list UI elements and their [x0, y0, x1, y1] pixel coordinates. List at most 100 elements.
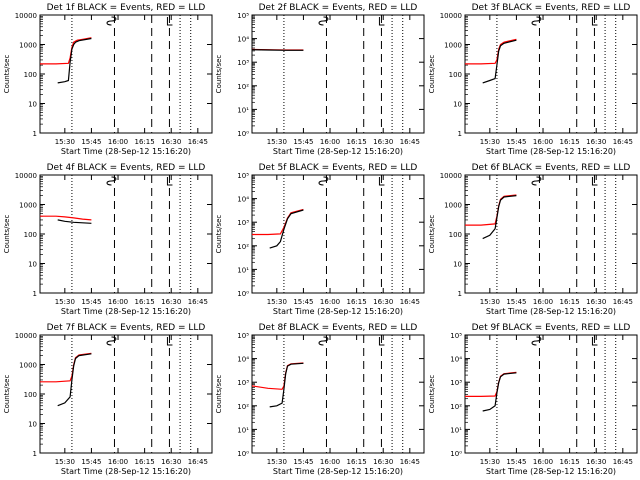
- x-tick-label: 16:00: [320, 298, 340, 306]
- x-tick-label: 16:00: [108, 458, 128, 466]
- saa-marker: [106, 176, 117, 186]
- detector-panel: Det 8f BLACK = Events, RED = LLD 10⁰ 10¹ 10…: [215, 323, 425, 476]
- x-tick-label: 16:15: [135, 298, 155, 306]
- saa-marker: [318, 336, 329, 346]
- y-tick-label: 10²: [237, 243, 249, 251]
- events-series-line: [482, 372, 517, 412]
- plot-frame: [39, 174, 213, 294]
- x-tick-label: 16:30: [373, 138, 393, 146]
- x-tick-label: 16:00: [320, 458, 340, 466]
- saa-marker: [106, 336, 117, 346]
- y-tick-label: 10³: [450, 379, 462, 387]
- y-axis-label: Counts/sec: [428, 375, 436, 414]
- y-tick-label: 10⁴: [237, 356, 249, 364]
- bracket-marker: [378, 337, 385, 346]
- events-series-line: [482, 195, 517, 240]
- panel-title: Det 9f BLACK = Events, RED = LLD: [472, 323, 631, 333]
- y-axis-label: Counts/sec: [215, 375, 223, 414]
- y-tick-label: 10²: [237, 403, 249, 411]
- lld-series-line: [40, 352, 92, 383]
- y-tick-label: 10³: [237, 219, 249, 227]
- lld-series-line: [465, 38, 517, 65]
- y-tick-label: 10000: [440, 172, 462, 180]
- panel-title: Det 6f BLACK = Events, RED = LLD: [472, 163, 631, 173]
- x-tick-label: 16:00: [108, 298, 128, 306]
- y-tick-label: 10000: [15, 332, 37, 340]
- detector-panel: Det 5f BLACK = Events, RED = LLD 10⁰ 10¹ 10…: [215, 163, 425, 316]
- lld-series-line: [40, 215, 92, 221]
- saa-marker: [318, 16, 329, 26]
- x-tick-label: 16:45: [400, 298, 420, 306]
- x-axis-label: Start Time (28-Sep-12 15:16:20): [61, 147, 191, 156]
- y-tick-label: 100: [449, 71, 462, 79]
- panel-title: Det 7f BLACK = Events, RED = LLD: [47, 323, 206, 333]
- x-tick-label: 15:45: [506, 458, 526, 466]
- lld-series-line: [251, 362, 304, 390]
- x-tick-label: 16:15: [560, 298, 580, 306]
- x-tick-label: 16:30: [161, 458, 181, 466]
- bracket-marker: [591, 177, 598, 186]
- y-tick-label: 1: [33, 450, 37, 458]
- panel-title: Det 8f BLACK = Events, RED = LLD: [259, 323, 418, 333]
- panel-title: Det 5f BLACK = Events, RED = LLD: [259, 163, 418, 173]
- y-tick-label: 10⁴: [450, 356, 462, 364]
- detector-panel: Det 2f BLACK = Events, RED = LLD 10⁰ 10¹ 10…: [215, 3, 425, 156]
- y-tick-label: 10: [453, 261, 462, 269]
- plot-frame: [251, 334, 425, 454]
- x-tick-label: 16:00: [533, 458, 553, 466]
- x-axis-label: Start Time (28-Sep-12 15:16:20): [61, 467, 191, 476]
- panel-title: Det 1f BLACK = Events, RED = LLD: [47, 3, 206, 13]
- y-tick-label: 10³: [237, 59, 249, 67]
- x-tick-label: 15:45: [293, 138, 313, 146]
- bracket-marker: [378, 177, 385, 186]
- x-tick-label: 15:45: [81, 458, 101, 466]
- y-tick-label: 10: [453, 101, 462, 109]
- x-tick-label: 16:15: [347, 138, 367, 146]
- detector-panel: Det 4f BLACK = Events, RED = LLD 1 10 100 10…: [3, 163, 213, 316]
- plot-frame: [464, 14, 638, 134]
- plot-frame: [39, 334, 213, 454]
- x-tick-label: 15:45: [81, 138, 101, 146]
- x-axis-label: Start Time (28-Sep-12 15:16:20): [486, 467, 616, 476]
- x-tick-label: 16:45: [188, 298, 208, 306]
- y-axis-label: Counts/sec: [3, 215, 11, 254]
- x-tick-label: 15:30: [55, 458, 75, 466]
- x-tick-label: 15:30: [267, 298, 287, 306]
- x-tick-label: 15:45: [506, 138, 526, 146]
- x-tick-label: 15:30: [55, 138, 75, 146]
- events-series-line: [269, 362, 304, 408]
- y-tick-label: 10⁴: [237, 36, 249, 44]
- y-tick-label: 1000: [444, 202, 462, 210]
- plot-frame: [464, 334, 638, 454]
- saa-marker: [531, 16, 542, 26]
- x-tick-label: 16:00: [108, 138, 128, 146]
- y-tick-label: 1000: [19, 362, 37, 370]
- lld-series-line: [40, 37, 92, 65]
- y-tick-label: 10¹: [237, 106, 249, 114]
- detector-panel: Det 9f BLACK = Events, RED = LLD 10⁰ 10¹ 10…: [428, 323, 638, 476]
- x-tick-label: 16:45: [188, 458, 208, 466]
- y-tick-label: 10000: [15, 172, 37, 180]
- x-tick-label: 16:30: [373, 458, 393, 466]
- events-series-line: [57, 219, 92, 224]
- events-series-line: [269, 209, 304, 249]
- x-tick-label: 16:45: [613, 458, 633, 466]
- bracket-marker: [166, 177, 173, 186]
- y-tick-label: 100: [24, 391, 37, 399]
- x-tick-label: 15:45: [506, 298, 526, 306]
- x-tick-label: 16:30: [161, 298, 181, 306]
- x-tick-label: 16:15: [135, 458, 155, 466]
- y-tick-label: 10¹: [237, 266, 249, 274]
- x-tick-label: 15:45: [293, 458, 313, 466]
- x-tick-label: 16:45: [400, 458, 420, 466]
- y-tick-label: 10: [28, 421, 37, 429]
- y-tick-label: 10: [28, 261, 37, 269]
- events-series-line: [57, 37, 92, 84]
- y-tick-label: 1000: [444, 42, 462, 50]
- y-tick-label: 10¹: [237, 426, 249, 434]
- y-tick-label: 10⁵: [237, 172, 249, 180]
- events-series-line: [482, 39, 517, 84]
- y-tick-label: 1: [33, 130, 37, 138]
- y-tick-label: 10⁰: [237, 130, 249, 138]
